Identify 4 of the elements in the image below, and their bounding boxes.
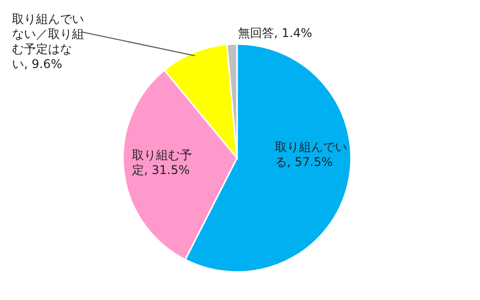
slice-label: 取り組んでいる, 57.5% [275,140,348,170]
slice-label: 無回答, 1.4% [236,26,330,41]
slice-label: 取り組んでいない／取り組む予定はない, 9.6% [12,12,85,72]
slice-label: 取り組む予定, 31.5% [132,148,193,178]
